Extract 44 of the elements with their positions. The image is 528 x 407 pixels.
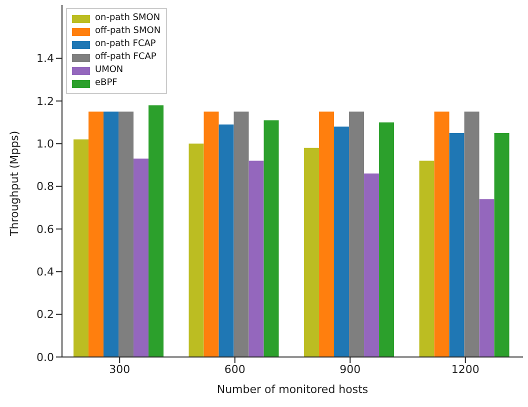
bar (188, 144, 204, 357)
y-tick-label: 1.2 (36, 94, 54, 108)
bar (74, 139, 89, 357)
y-tick-label: 1.0 (36, 138, 54, 151)
bar (118, 112, 134, 357)
bar (204, 112, 219, 357)
bar (234, 112, 249, 357)
bar (334, 126, 350, 357)
bar (104, 112, 119, 357)
bar (264, 120, 279, 357)
x-tick-label: 300 (109, 362, 130, 376)
bar (479, 199, 494, 357)
bar (148, 105, 164, 357)
bar (494, 133, 510, 357)
bar (248, 160, 264, 357)
bar (319, 112, 334, 357)
bar (379, 122, 394, 357)
legend-label: eBPF (95, 77, 118, 90)
bar (434, 112, 450, 357)
bar (449, 133, 464, 357)
x-axis-title: Number of monitored hosts (216, 383, 368, 396)
bar (364, 174, 380, 357)
bar (349, 112, 364, 357)
y-axis-title: Throughput (Mpps) (8, 130, 21, 237)
bar (304, 148, 320, 357)
y-tick-label: 0.4 (36, 266, 54, 279)
y-tick-label: 0.2 (36, 308, 54, 322)
legend-label: off-path SMON (95, 25, 161, 38)
legend-label: on-path FCAP (95, 38, 156, 51)
legend-label: off-path FCAP (95, 51, 156, 64)
y-tick-label: 0.6 (36, 222, 54, 236)
y-tick-label: 1.4 (36, 52, 54, 66)
x-tick-label: 1200 (451, 362, 480, 376)
legend-label: on-path SMON (95, 12, 160, 25)
y-tick-label: 0.0 (36, 350, 54, 364)
y-tick-label: 0.8 (36, 180, 54, 194)
bar (134, 158, 149, 357)
bar (88, 112, 104, 357)
legend-label: UMON (95, 64, 124, 77)
bar (218, 124, 234, 357)
bar (464, 112, 480, 357)
x-tick-label: 900 (340, 362, 361, 376)
bar (419, 160, 434, 357)
x-tick-label: 600 (224, 362, 246, 376)
